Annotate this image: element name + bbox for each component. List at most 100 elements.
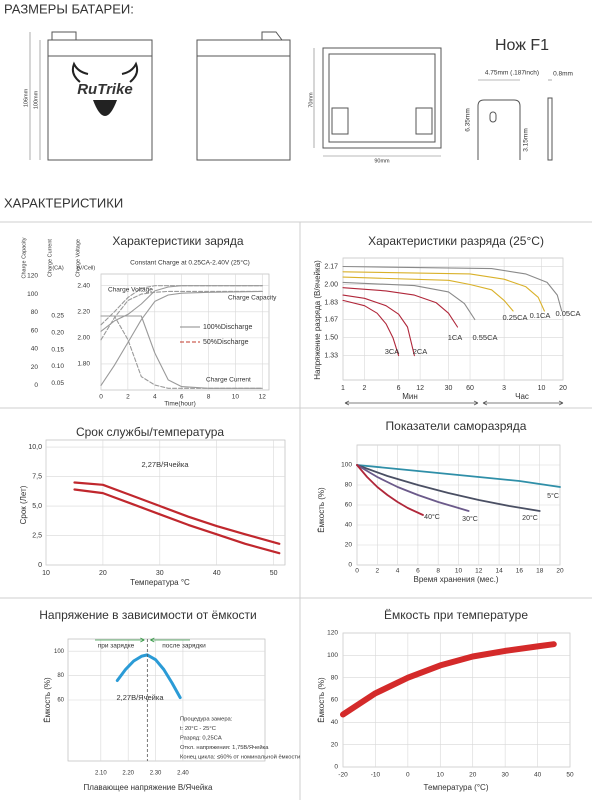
y-tick-label: 2.40 xyxy=(77,282,90,289)
x-tick-label: 20 xyxy=(99,570,107,577)
x-unit: Мин xyxy=(402,392,418,401)
y-tick-label: 120 xyxy=(327,630,338,637)
series-label: 100%Discharge xyxy=(203,324,253,331)
y-axis-label: Ёмкость (%) xyxy=(317,677,326,723)
x-tick-label: 0 xyxy=(355,568,359,575)
battery-front xyxy=(29,31,153,161)
x-tick-label: 8 xyxy=(207,394,211,401)
x-tick-label: 0 xyxy=(406,772,410,779)
x-axis-label: Температура (°С) xyxy=(424,783,489,792)
axis-title: Charge Current xyxy=(47,239,53,277)
annotation: Charge Capacity xyxy=(228,295,277,302)
y-tick-label: 120 xyxy=(27,273,38,280)
y-tick-label: 1.50 xyxy=(324,334,338,341)
x-tick-label: 40 xyxy=(534,772,542,779)
x-tick-label: 10 xyxy=(232,394,240,401)
y-tick-label: 40 xyxy=(31,346,39,353)
note: t: 20°С - 25°С xyxy=(180,726,216,732)
y-tick-label: 1.80 xyxy=(77,361,90,368)
y-tick-label: 40 xyxy=(345,522,353,529)
y-tick-label: 0 xyxy=(38,562,42,569)
chart-title: Ёмкость при температуре xyxy=(384,608,528,622)
y-tick-label: 7,5 xyxy=(32,473,42,480)
y-tick-label: 100 xyxy=(54,649,65,655)
chart-subtitle: Constant Charge at 0.25CA-2.40V (25°C) xyxy=(130,259,250,267)
charge-arrows xyxy=(95,637,190,643)
x-tick-label: 1 xyxy=(341,385,345,392)
chart-title: Напряжение в зависимости от ёмкости xyxy=(39,608,256,622)
y-tick-label: 2.17 xyxy=(324,263,338,270)
series-line xyxy=(356,464,541,512)
x-tick-label: 2.30 xyxy=(150,771,162,777)
y-axis-label: Ёмкость (%) xyxy=(43,677,52,723)
y-tick-label: 60 xyxy=(31,327,39,334)
annotation: 2,27В/Ячейка xyxy=(142,460,190,469)
x-tick-label: 40 xyxy=(213,570,221,577)
x-tick-label: 20 xyxy=(556,568,564,575)
y-tick-label: 0 xyxy=(334,764,338,771)
x-tick-label: 20 xyxy=(559,385,567,392)
x-tick-label: 8 xyxy=(436,568,440,575)
x-tick-label: 2.20 xyxy=(122,771,134,777)
y-tick-label: 1.83 xyxy=(324,299,338,306)
terminal-thickness: 0.8mm xyxy=(553,71,573,78)
x-tick-label: 12 xyxy=(475,568,483,575)
series-label: 50%Discharge xyxy=(203,339,249,346)
dimensions-title: РАЗМЕРЫ БАТАРЕИ: xyxy=(4,1,134,16)
series-line xyxy=(356,464,470,512)
x-tick-label: 12 xyxy=(259,394,267,401)
y-axis-label: Срок (Лет) xyxy=(19,485,28,524)
series-line xyxy=(100,290,263,341)
y-tick-label: 40 xyxy=(331,719,339,726)
series-line xyxy=(342,294,415,357)
axis-title: (V/Cell) xyxy=(77,265,96,271)
x-tick-label: 10 xyxy=(538,385,546,392)
series-line xyxy=(100,315,263,389)
series-line xyxy=(342,299,400,357)
series-line xyxy=(356,464,561,488)
series-label: 2CA xyxy=(413,347,428,356)
chart-title: Показатели саморазряда xyxy=(386,419,527,433)
charge-label: при зарядке xyxy=(98,643,135,650)
y-tick-label: 60 xyxy=(57,698,64,704)
axis-title: (CA) xyxy=(52,265,63,271)
y-tick-label: 60 xyxy=(345,502,353,509)
x-tick-label: 10 xyxy=(42,570,50,577)
x-tick-label: 18 xyxy=(536,568,544,575)
y-tick-label: 20 xyxy=(345,542,353,549)
series-line xyxy=(73,488,281,555)
series-line xyxy=(342,281,476,321)
x-tick-label: 2 xyxy=(375,568,379,575)
series-line xyxy=(342,276,514,312)
x-tick-label: 0 xyxy=(99,394,103,401)
y-tick-label: 80 xyxy=(31,309,39,316)
y-tick-label: 1.33 xyxy=(324,352,338,359)
x-tick-label: 2.10 xyxy=(95,771,107,777)
panel-borders xyxy=(0,221,592,800)
terminal-hole: 3.15mm xyxy=(523,128,530,151)
y-tick-label: 5,0 xyxy=(32,503,42,510)
y-tick-label: 80 xyxy=(57,673,64,679)
axis-title: Charge Capacity xyxy=(21,237,27,278)
x-unit-arrow xyxy=(344,400,564,406)
series-label: 40°C xyxy=(424,513,440,521)
series-line xyxy=(356,464,424,516)
annotation: Charge Current xyxy=(206,377,251,384)
terminal-drawing xyxy=(477,79,553,161)
y-tick-label: 1.67 xyxy=(324,316,338,323)
series-label: 5°C xyxy=(547,492,559,500)
y-tick-label: 60 xyxy=(331,697,339,704)
x-tick-label: 20 xyxy=(469,772,477,779)
x-axis-label: Время хранения (мес.) xyxy=(414,575,499,584)
series-label: 0.55CA xyxy=(472,333,497,342)
y-tick-label: 20 xyxy=(31,364,39,371)
x-tick-label: 12 xyxy=(416,385,424,392)
y-tick-label: 0.05 xyxy=(51,380,64,387)
dim-width: 90mm xyxy=(374,158,390,164)
series-line xyxy=(115,653,182,700)
note: Процедура замера: xyxy=(180,717,233,723)
terminal-height: 6.35mm xyxy=(465,108,472,131)
chart-title: Срок службы/температура xyxy=(76,425,224,439)
